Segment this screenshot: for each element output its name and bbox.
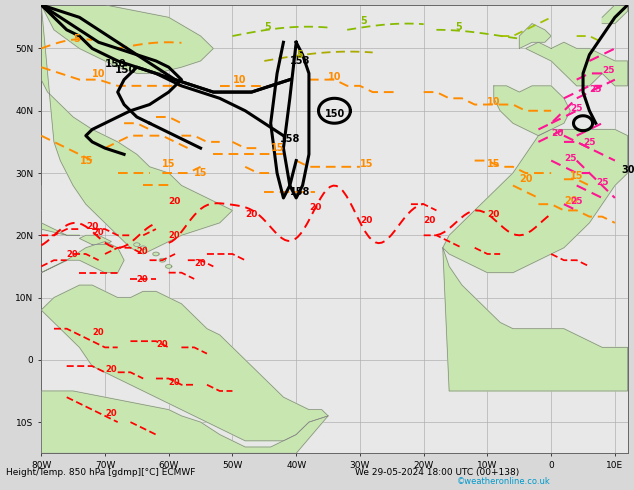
Text: 20: 20 — [169, 197, 181, 206]
Text: 150: 150 — [325, 109, 345, 119]
Text: 20: 20 — [86, 222, 98, 231]
Polygon shape — [526, 42, 628, 86]
Polygon shape — [165, 265, 172, 268]
Polygon shape — [79, 235, 112, 245]
Text: We 29-05-2024 18:00 UTC (00+138): We 29-05-2024 18:00 UTC (00+138) — [355, 468, 519, 477]
Text: 15: 15 — [194, 168, 208, 178]
Text: 15: 15 — [162, 159, 176, 169]
Text: ©weatheronline.co.uk: ©weatheronline.co.uk — [456, 477, 550, 486]
Polygon shape — [443, 129, 628, 272]
Text: 10: 10 — [488, 97, 501, 106]
Text: 20: 20 — [105, 409, 117, 418]
Polygon shape — [443, 248, 628, 391]
Text: 158: 158 — [290, 56, 310, 66]
Text: 5: 5 — [360, 16, 366, 25]
Polygon shape — [159, 258, 165, 262]
Polygon shape — [494, 86, 571, 136]
Text: 20: 20 — [488, 210, 500, 219]
Text: 20: 20 — [92, 228, 104, 237]
Text: 20: 20 — [519, 174, 533, 184]
Polygon shape — [41, 391, 328, 453]
Text: 20: 20 — [105, 366, 117, 374]
Text: 20: 20 — [137, 247, 148, 256]
Text: 20: 20 — [194, 259, 206, 269]
Polygon shape — [153, 252, 159, 256]
Text: 20: 20 — [309, 203, 321, 212]
Text: 150: 150 — [115, 65, 136, 75]
Text: 25: 25 — [564, 153, 576, 163]
Text: 20: 20 — [564, 196, 578, 206]
Text: 15: 15 — [360, 159, 373, 169]
Text: 30: 30 — [621, 165, 634, 175]
Text: 20: 20 — [169, 378, 180, 387]
Text: 15: 15 — [79, 156, 93, 166]
Text: 20: 20 — [169, 231, 180, 241]
Text: 10: 10 — [92, 69, 106, 78]
Text: 25: 25 — [602, 67, 614, 75]
Polygon shape — [519, 24, 551, 49]
Polygon shape — [140, 246, 146, 249]
Text: 158: 158 — [280, 134, 301, 144]
Text: 25: 25 — [571, 104, 583, 113]
Text: 20: 20 — [67, 250, 79, 259]
Text: 20: 20 — [551, 129, 564, 138]
Text: 20: 20 — [137, 275, 148, 284]
Text: 5: 5 — [296, 50, 303, 60]
Text: 15: 15 — [571, 172, 584, 181]
Polygon shape — [41, 285, 328, 441]
Text: 25: 25 — [596, 178, 608, 188]
Text: 20: 20 — [245, 210, 257, 219]
Text: 15: 15 — [271, 143, 284, 153]
Polygon shape — [41, 5, 233, 254]
Text: 5: 5 — [73, 34, 80, 44]
Text: 20: 20 — [156, 341, 167, 349]
Text: Height/Temp. 850 hPa [gdmp][°C] ECMWF: Height/Temp. 850 hPa [gdmp][°C] ECMWF — [6, 468, 196, 477]
Text: 25: 25 — [583, 138, 595, 147]
Text: 20: 20 — [424, 216, 436, 225]
Polygon shape — [41, 242, 124, 272]
Polygon shape — [41, 5, 213, 74]
Polygon shape — [134, 243, 140, 246]
Text: 15: 15 — [488, 159, 501, 169]
Text: 5: 5 — [456, 22, 462, 32]
Text: 10: 10 — [233, 75, 246, 85]
Text: 20: 20 — [360, 216, 372, 225]
Text: 158: 158 — [290, 187, 310, 197]
Text: 10: 10 — [328, 72, 342, 82]
Text: 20: 20 — [92, 328, 104, 337]
Text: 5: 5 — [264, 22, 271, 32]
Polygon shape — [16, 217, 79, 235]
Polygon shape — [0, 186, 41, 235]
Polygon shape — [602, 5, 628, 24]
Text: 150: 150 — [105, 59, 127, 69]
Text: 25: 25 — [571, 197, 583, 206]
Text: 25: 25 — [590, 85, 602, 94]
